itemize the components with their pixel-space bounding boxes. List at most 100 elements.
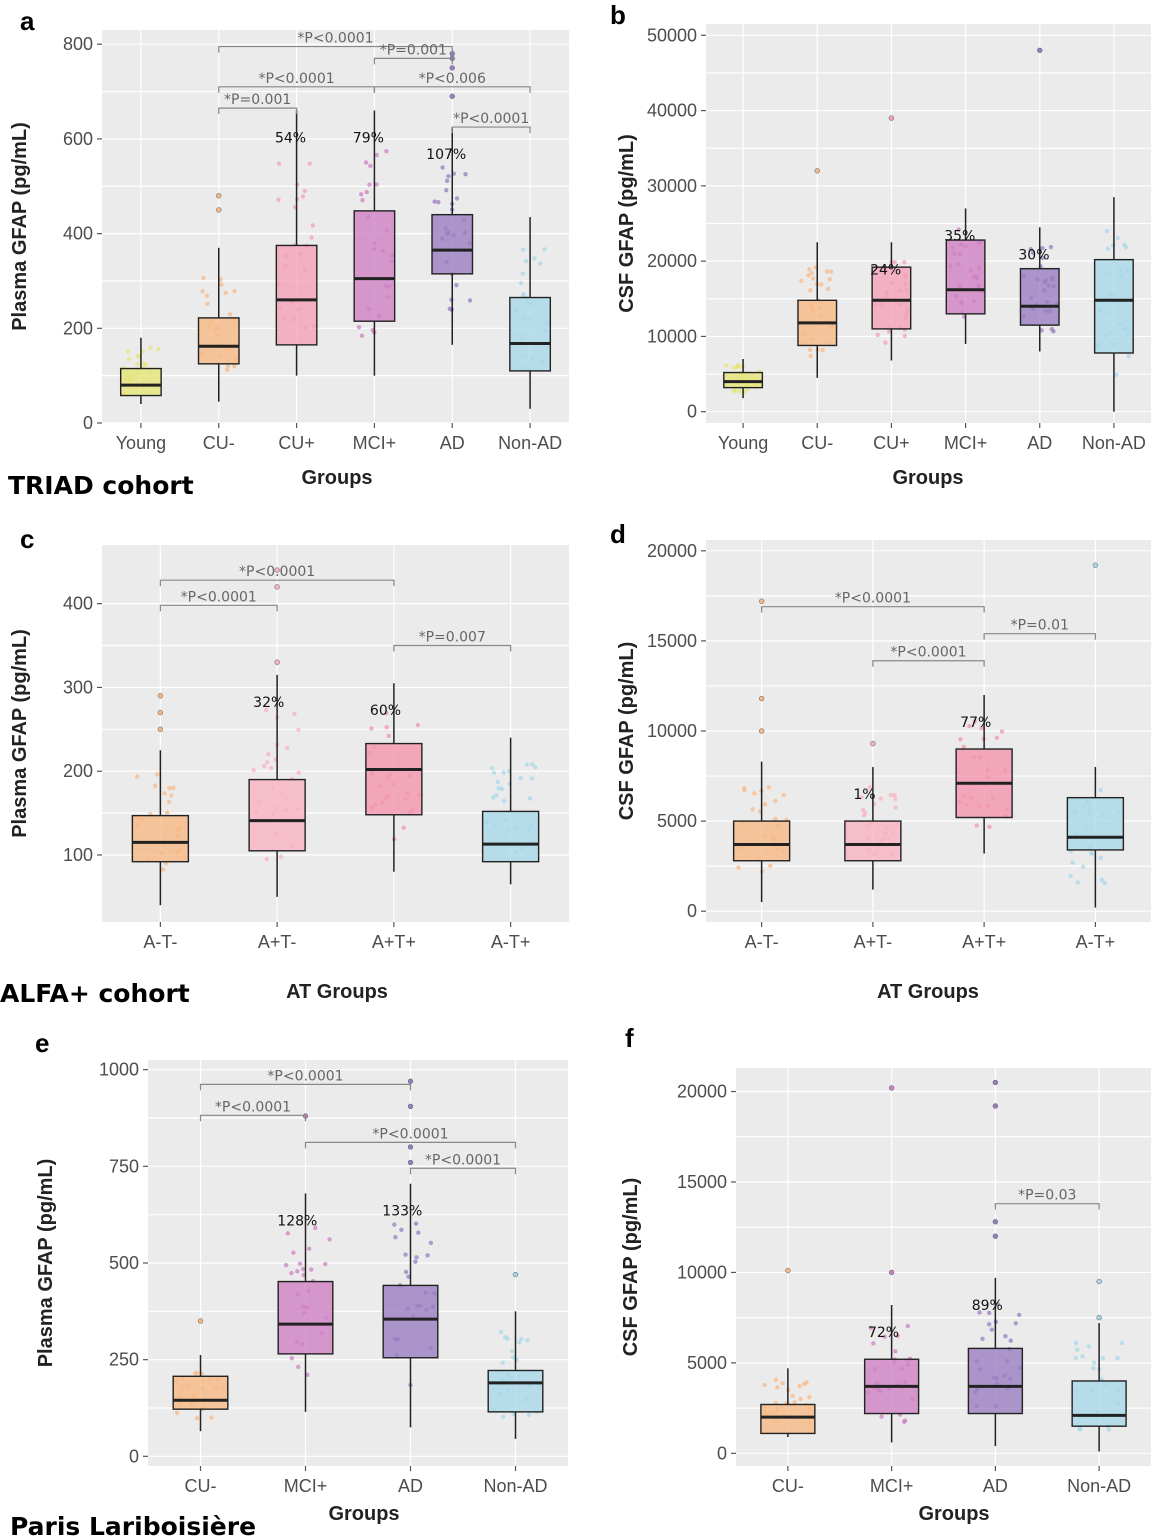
data-point <box>868 1325 873 1331</box>
outlier-point <box>157 693 164 699</box>
significance-label: *P<0.0001 <box>181 589 257 605</box>
box-MCI+: 128% <box>277 1193 334 1412</box>
data-point <box>276 161 282 166</box>
data-point <box>1098 855 1103 861</box>
data-point <box>802 1381 807 1387</box>
box-A-T+ <box>1066 767 1125 908</box>
data-point <box>737 389 742 394</box>
data-point <box>209 1415 214 1420</box>
data-point <box>135 362 140 367</box>
data-point <box>500 1414 506 1419</box>
y-tick-label: 600 <box>63 129 93 149</box>
data-point <box>532 256 537 261</box>
data-point <box>285 1231 291 1236</box>
data-point <box>878 796 883 801</box>
data-point <box>276 197 281 202</box>
outlier-point <box>512 1271 519 1278</box>
data-point <box>264 856 269 862</box>
panel-letter: e <box>35 1028 49 1058</box>
box-body <box>248 778 306 852</box>
data-point <box>1051 329 1056 334</box>
data-point <box>1073 1340 1079 1346</box>
data-point <box>495 779 500 785</box>
data-point <box>140 349 146 354</box>
outlier-point <box>992 1079 999 1086</box>
data-point <box>491 770 497 775</box>
data-point <box>542 247 547 252</box>
data-point <box>401 825 407 830</box>
percent-label: 107% <box>426 147 466 163</box>
y-tick-label: 10000 <box>647 721 697 741</box>
significance-label: *P<0.0001 <box>453 111 529 127</box>
data-point <box>871 1341 876 1346</box>
data-point <box>825 286 831 292</box>
significance-bracket <box>218 107 298 115</box>
x-axis-title: Groups <box>301 467 372 489</box>
data-point <box>283 1262 289 1268</box>
data-point <box>399 1227 404 1233</box>
data-point <box>444 188 449 193</box>
plot-background <box>102 30 569 423</box>
x-tick-label: Non-AD <box>483 1476 547 1496</box>
data-point <box>735 362 741 368</box>
data-point <box>999 729 1005 734</box>
data-point <box>142 361 147 366</box>
x-tick-label: CU+ <box>278 433 315 453</box>
percent-label: 72% <box>868 1325 899 1341</box>
data-point <box>403 1252 408 1257</box>
data-point <box>523 258 529 264</box>
data-point <box>892 792 897 798</box>
y-tick-label: 100 <box>63 845 93 865</box>
data-point <box>496 785 501 791</box>
box-body <box>1066 796 1125 851</box>
data-point <box>1110 243 1116 248</box>
box-body <box>172 1375 229 1410</box>
data-point <box>164 810 170 815</box>
y-tick-label: 0 <box>129 1446 139 1466</box>
data-point <box>219 282 224 287</box>
y-tick-label: 15000 <box>647 631 697 651</box>
data-point <box>463 171 468 177</box>
data-point <box>225 363 231 369</box>
data-point <box>1040 246 1045 251</box>
data-point <box>731 388 737 394</box>
x-tick-label: AD <box>1027 433 1052 453</box>
data-point <box>879 1414 884 1419</box>
data-point <box>807 1394 812 1400</box>
data-point <box>194 1370 200 1376</box>
box-A+T+: 60% <box>365 683 423 872</box>
data-point <box>446 173 451 179</box>
x-axis-title: Groups <box>918 1503 989 1525</box>
data-point <box>862 810 868 815</box>
significance-label: *P=0.001 <box>224 92 291 108</box>
data-point <box>356 324 362 330</box>
x-tick-label: CU- <box>801 433 833 453</box>
data-point <box>289 1355 295 1361</box>
significance-bracket <box>159 604 278 612</box>
box-body <box>481 810 540 863</box>
box-Non-AD <box>1071 1323 1127 1452</box>
y-tick-label: 0 <box>717 1443 727 1463</box>
data-point <box>827 277 832 282</box>
data-point <box>1016 1312 1022 1318</box>
box-Young <box>723 359 764 399</box>
data-point <box>986 1322 992 1327</box>
panel-c: 100 200 300 400 32% 60% *P<0.0001 *P<0.0001 *P=0… <box>0 524 569 1008</box>
data-point <box>510 1355 516 1360</box>
data-point <box>1003 1333 1008 1339</box>
data-point <box>521 291 526 297</box>
data-point <box>440 165 445 170</box>
data-point <box>902 260 907 265</box>
data-point <box>313 1225 318 1231</box>
data-point <box>809 270 814 276</box>
data-point <box>261 763 267 769</box>
data-point <box>956 227 961 232</box>
y-tick-label: 0 <box>687 402 697 422</box>
data-point <box>967 723 972 729</box>
box-A+T-: 32% <box>248 674 306 897</box>
data-point <box>501 798 507 804</box>
y-tick-label: 20000 <box>647 251 697 271</box>
box-A-T- <box>131 750 190 906</box>
y-tick-label: 800 <box>63 34 93 54</box>
outlier-point <box>758 695 765 702</box>
